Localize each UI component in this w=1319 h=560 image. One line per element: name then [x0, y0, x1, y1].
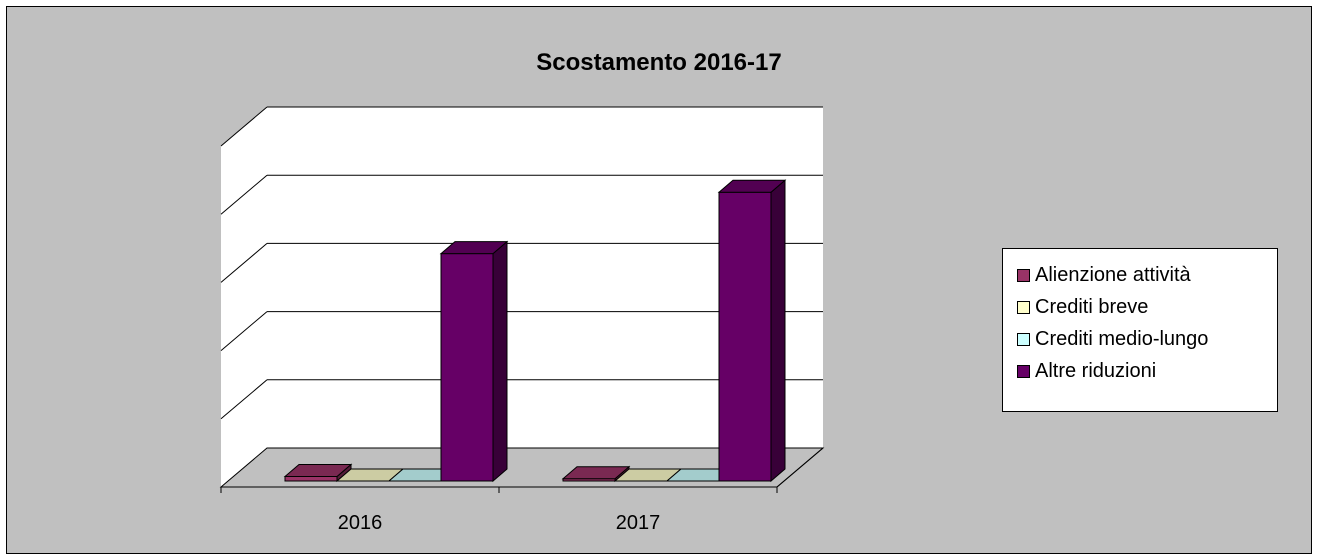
legend-label: Altre riduzioni: [1035, 359, 1157, 382]
legend-swatch: [1017, 268, 1030, 282]
bar-top: [717, 179, 787, 193]
back-wall: [267, 107, 823, 448]
legend-swatch: [1017, 364, 1030, 378]
gridline-side: [220, 311, 268, 351]
gridline-side: [220, 243, 268, 283]
bar-front: [440, 253, 494, 482]
legend-swatch: [1017, 332, 1030, 346]
gridline-side: [220, 106, 268, 147]
bar: [561, 465, 631, 483]
legend-item: Crediti medio-lungo: [1003, 323, 1277, 355]
side-wall: [221, 107, 267, 487]
gridline-side: [220, 174, 268, 215]
bar-front: [718, 191, 772, 482]
legend-item: Altre riduzioni: [1003, 355, 1277, 387]
legend-label: Alienzione attività: [1035, 263, 1191, 286]
legend-label: Crediti breve: [1035, 295, 1149, 318]
bar: [613, 468, 683, 482]
bar-side: [492, 240, 508, 483]
bar-top: [561, 466, 631, 480]
bar-front: [284, 475, 338, 482]
gridline-side: [220, 379, 268, 420]
chart-title: Scostamento 2016-17: [536, 49, 782, 76]
chart-area: Scostamento 2016-17 2016 2017 Alienzione …: [6, 6, 1312, 554]
bar-top: [439, 241, 509, 255]
bar-side: [770, 179, 786, 483]
legend-item: Alienzione attività: [1003, 259, 1277, 291]
bar: [717, 179, 787, 483]
legend-item: Crediti breve: [1003, 291, 1277, 323]
legend-label: Crediti medio-lungo: [1035, 327, 1209, 350]
x-tick-label: 2016: [338, 512, 383, 534]
bar: [439, 240, 509, 483]
bar-top: [283, 463, 353, 477]
legend: Alienzione attività Crediti breve Crediti …: [1002, 248, 1278, 412]
x-tick-label: 2017: [616, 512, 661, 534]
legend-swatch: [1017, 300, 1030, 314]
plot-area: 2016 2017: [219, 106, 825, 534]
floor-edge: [776, 447, 824, 488]
